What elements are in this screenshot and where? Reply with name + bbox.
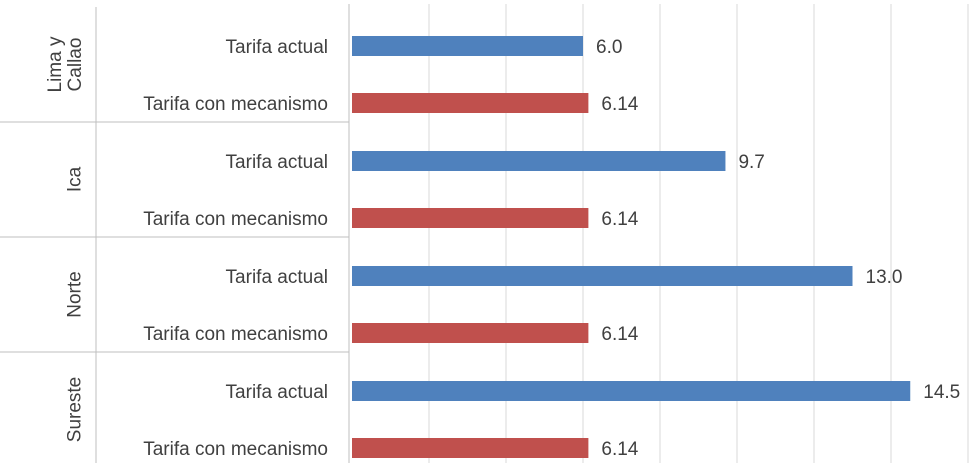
group-label-line: Ica [65, 166, 86, 192]
data-label: 6.14 [601, 209, 638, 230]
data-label: 6.14 [601, 324, 638, 345]
bar [352, 36, 583, 56]
data-label: 9.7 [738, 152, 764, 173]
group-label: Norte [65, 271, 86, 317]
group-label: Lima yCallao [45, 36, 86, 92]
category-label: Tarifa actual [226, 152, 328, 173]
category-label: Tarifa con mecanismo [143, 209, 328, 230]
category-label: Tarifa con mecanismo [143, 94, 328, 115]
bar [352, 266, 853, 286]
bar [352, 438, 589, 458]
bar [352, 208, 589, 228]
data-label: 6.14 [601, 439, 638, 460]
category-label: Tarifa con mecanismo [143, 324, 328, 345]
group-label-line: Callao [65, 38, 86, 92]
group-label: Ica [65, 166, 86, 192]
group-label: Sureste [65, 377, 86, 442]
data-label: 14.5 [923, 382, 960, 403]
category-label: Tarifa actual [226, 382, 328, 403]
data-label: 6.0 [596, 37, 622, 58]
category-label: Tarifa actual [226, 267, 328, 288]
bar [352, 151, 726, 171]
bar [352, 381, 911, 401]
bar [352, 93, 589, 113]
data-label: 13.0 [866, 267, 903, 288]
group-label-line: Lima y [45, 36, 66, 92]
category-label: Tarifa con mecanismo [143, 439, 328, 460]
group-label-line: Sureste [65, 377, 86, 442]
category-label: Tarifa actual [226, 37, 328, 58]
group-label-line: Norte [65, 271, 86, 317]
bar [352, 323, 589, 343]
data-label: 6.14 [601, 94, 638, 115]
